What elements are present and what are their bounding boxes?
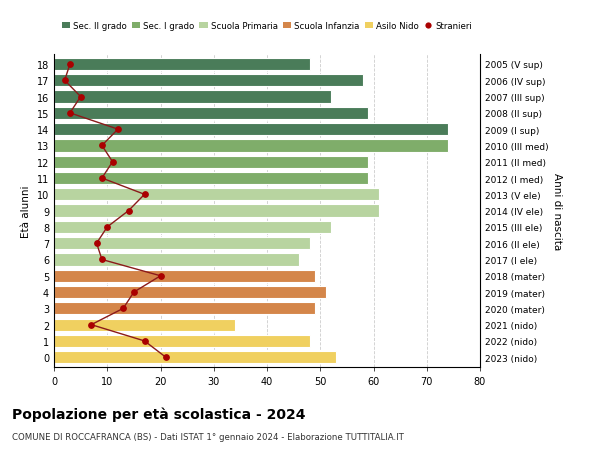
Bar	[54, 75, 363, 87]
Bar	[54, 270, 315, 282]
Point	[65, 61, 75, 68]
Point	[108, 159, 118, 166]
Bar	[54, 238, 310, 250]
Bar	[54, 221, 331, 234]
Bar	[54, 286, 326, 298]
Point	[124, 207, 133, 215]
Point	[97, 142, 107, 150]
Point	[97, 256, 107, 263]
Point	[103, 224, 112, 231]
Point	[97, 175, 107, 182]
Bar	[54, 254, 299, 266]
Point	[92, 240, 101, 247]
Y-axis label: Età alunni: Età alunni	[21, 185, 31, 237]
Point	[118, 305, 128, 312]
Point	[161, 354, 170, 361]
Point	[129, 289, 139, 296]
Bar	[54, 205, 379, 217]
Point	[140, 337, 149, 345]
Point	[140, 191, 149, 199]
Bar	[54, 302, 315, 315]
Point	[113, 126, 123, 134]
Point	[156, 273, 166, 280]
Y-axis label: Anni di nascita: Anni di nascita	[553, 173, 562, 250]
Bar	[54, 124, 448, 136]
Legend: Sec. II grado, Sec. I grado, Scuola Primaria, Scuola Infanzia, Asilo Nido, Stran: Sec. II grado, Sec. I grado, Scuola Prim…	[58, 19, 475, 35]
Bar	[54, 351, 336, 364]
Bar	[54, 173, 368, 185]
Bar	[54, 107, 368, 120]
Text: Popolazione per età scolastica - 2024: Popolazione per età scolastica - 2024	[12, 406, 305, 421]
Bar	[54, 156, 368, 168]
Bar	[54, 319, 235, 331]
Bar	[54, 59, 310, 71]
Bar	[54, 140, 448, 152]
Bar	[54, 335, 310, 347]
Point	[65, 110, 75, 117]
Point	[86, 321, 96, 329]
Bar	[54, 91, 331, 103]
Text: COMUNE DI ROCCAFRANCA (BS) - Dati ISTAT 1° gennaio 2024 - Elaborazione TUTTITALI: COMUNE DI ROCCAFRANCA (BS) - Dati ISTAT …	[12, 432, 404, 442]
Point	[76, 94, 85, 101]
Bar	[54, 189, 379, 201]
Point	[60, 78, 70, 85]
